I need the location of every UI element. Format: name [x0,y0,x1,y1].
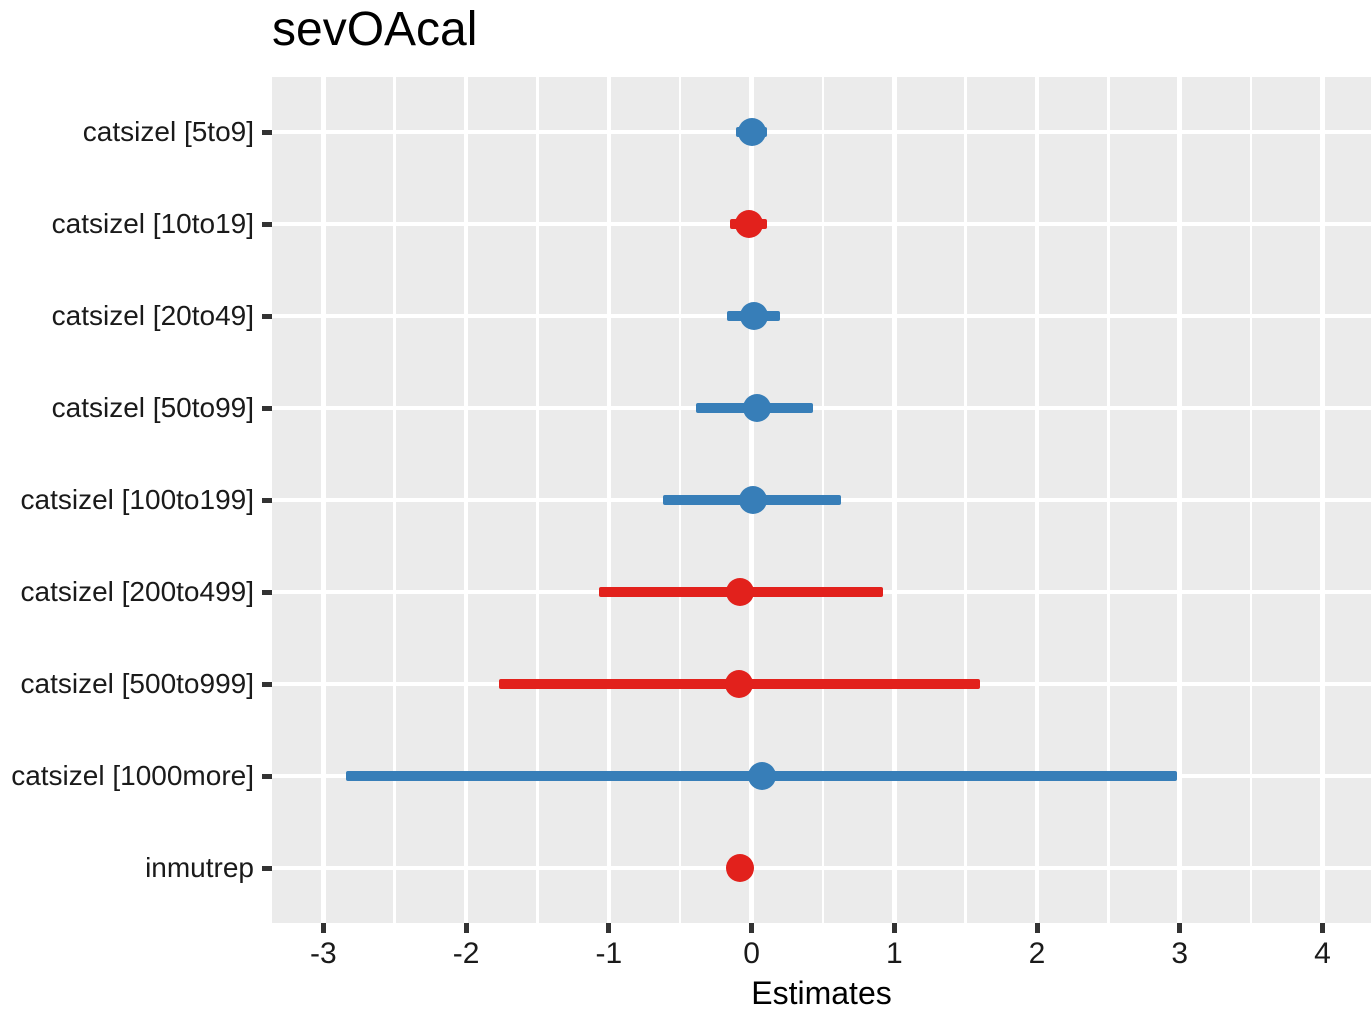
x-axis-title: Estimates [751,975,892,1009]
y-axis-category-label: catsizel [200to499] [20,576,255,607]
plot-title: sevOAcal [272,3,478,56]
y-axis-category-label: catsizel [500to999] [20,668,255,699]
x-axis-tick [1177,923,1183,933]
gridline-horizontal-major [272,313,1371,319]
x-axis-tick-label: 3 [1171,937,1189,970]
gridline-horizontal-major [272,865,1371,871]
estimate-point [724,670,753,698]
estimate-point [737,118,766,146]
estimate-point [740,302,769,330]
y-axis-tick [262,497,272,503]
estimate-point [734,210,763,238]
x-axis-tick-label: 0 [743,937,760,970]
x-axis-tick-label: -2 [452,937,480,970]
y-axis-category-label: catsizel [20to49] [51,300,254,331]
x-axis-tick-label: -1 [595,937,623,970]
plot-panel [272,77,1371,923]
y-axis-tick [262,681,272,687]
x-axis-tick [1034,923,1040,933]
x-axis-tick [463,923,469,933]
y-axis-tick [262,589,272,595]
x-axis-tick [749,923,755,933]
y-axis-category-label: catsizel [10to19] [51,208,254,239]
x-axis-tick-label: 4 [1314,937,1331,970]
x-axis-tick-label: 1 [885,937,903,970]
x-axis-tick [1319,923,1325,933]
estimate-point [747,762,776,790]
gridline-horizontal-major [272,405,1371,411]
x-axis-tick [606,923,612,933]
y-axis-tick [262,865,272,871]
estimate-point [726,578,755,606]
y-axis-tick [262,405,272,411]
gridline-horizontal-major [272,221,1371,227]
y-axis-category-label: catsizel [50to99] [51,392,254,423]
x-axis-tick [891,923,897,933]
y-axis-tick [262,313,272,319]
x-axis-tick-label: -3 [310,937,337,970]
y-axis-category-label: catsizel [100to199] [20,484,255,515]
x-axis-tick-label: 2 [1028,937,1046,970]
y-axis-tick [262,129,272,135]
gridline-horizontal-major [272,129,1371,135]
estimate-point [726,854,755,882]
estimate-point [743,394,772,422]
y-axis-category-label: inmutrep [145,852,254,883]
y-axis-tick [262,773,272,779]
estimate-point [738,486,767,514]
x-axis-tick [320,923,326,933]
y-axis-tick [262,221,272,227]
y-axis-category-label: catsizel [1000more] [11,760,254,791]
y-axis-category-label: catsizel [5to9] [82,116,254,147]
